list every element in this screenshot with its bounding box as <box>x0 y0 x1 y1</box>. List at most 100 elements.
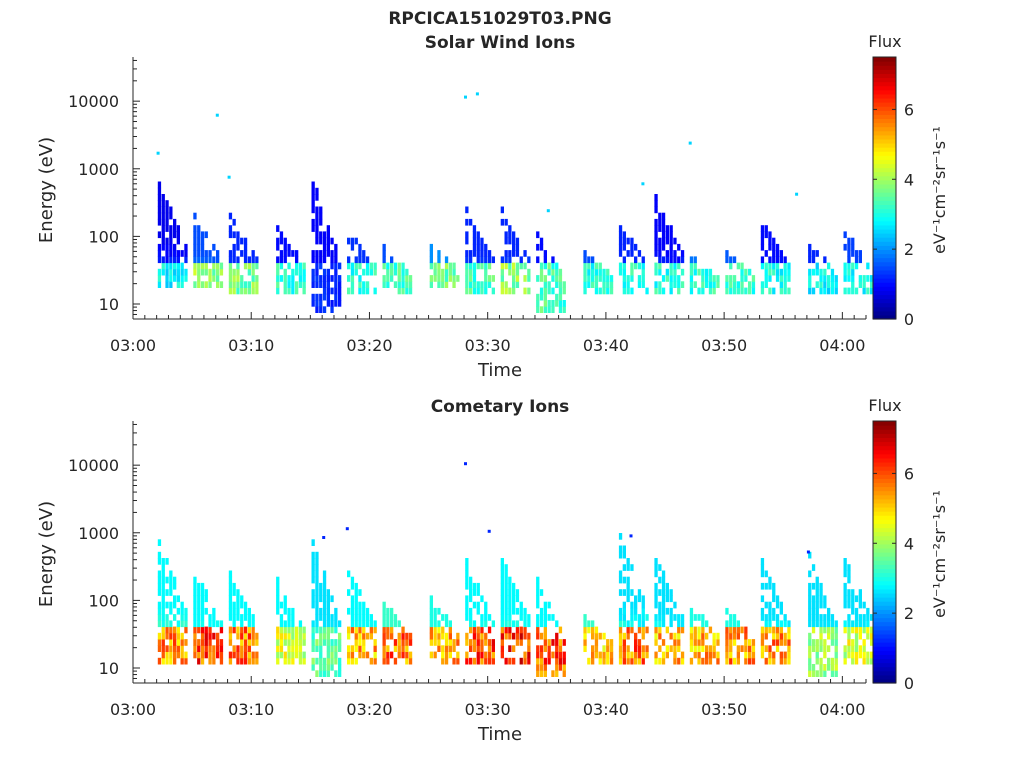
spectrogram-cell <box>386 262 390 270</box>
spectrogram-cell <box>476 262 480 270</box>
spectrogram-cell <box>693 614 697 621</box>
spectrogram-cell <box>843 620 847 628</box>
spectrogram-cell <box>465 256 469 264</box>
spectrogram-cell <box>808 281 812 288</box>
spectrogram-cell <box>725 287 729 295</box>
spectrogram-cell <box>228 256 233 264</box>
spectrogram-cell <box>448 275 452 282</box>
spectrogram-cell <box>602 268 606 276</box>
spectrogram-cell <box>382 281 386 288</box>
spectrogram-cell <box>808 250 812 257</box>
spectrogram-cell <box>626 576 630 584</box>
spectrogram-cell <box>697 639 701 646</box>
spectrogram-cell <box>736 632 740 640</box>
spectrogram-cell <box>173 218 177 226</box>
spectrogram-cell <box>437 250 441 257</box>
spectrogram-cell <box>637 250 642 257</box>
spectrogram-cell <box>764 645 768 652</box>
spectrogram-cell <box>276 262 280 270</box>
spectrogram-cell <box>808 620 812 628</box>
spectrogram-cell <box>618 651 623 659</box>
spectrogram-cell <box>465 218 469 226</box>
spectrogram-cell <box>330 287 334 295</box>
spectrogram-cell <box>862 645 866 652</box>
spectrogram-cell <box>243 250 248 257</box>
spectrogram-cell <box>200 651 205 659</box>
spectrogram-cell <box>661 256 666 264</box>
spectrogram-cell <box>322 614 327 621</box>
spectrogram-cell <box>630 243 634 251</box>
spectrogram-cell <box>157 187 162 195</box>
spectrogram-cell <box>654 225 658 232</box>
spectrogram-cell <box>843 268 847 276</box>
spectrogram-cell <box>787 645 791 652</box>
spectrogram-cell <box>441 657 445 665</box>
spectrogram-cell <box>811 582 816 590</box>
spectrogram-cell <box>165 281 169 288</box>
spectrogram-cell <box>725 250 729 257</box>
spectrogram-cell <box>539 657 544 665</box>
spectrogram-cell <box>444 657 449 665</box>
spectrogram-cell <box>315 225 319 232</box>
spectrogram-cell <box>165 589 169 596</box>
spectrogram-cell <box>338 657 342 665</box>
spectrogram-cell <box>847 626 851 634</box>
spectrogram-cell <box>433 626 437 634</box>
spectrogram-cell <box>157 212 162 220</box>
spectrogram-cell <box>247 620 251 628</box>
spectrogram-cell <box>705 657 709 665</box>
spectrogram-cell <box>508 595 512 603</box>
spectrogram-cell <box>197 275 201 282</box>
spectrogram-cell <box>539 237 544 245</box>
spectrogram-cell <box>401 639 405 646</box>
spectrogram-cell <box>251 262 255 270</box>
spectrogram-cell <box>630 250 634 257</box>
spectrogram-cell <box>527 614 531 621</box>
spectrogram-cell <box>212 645 216 652</box>
spectrogram-cell <box>157 281 162 288</box>
spectrogram-cell <box>173 651 177 659</box>
spectrogram-cell <box>760 564 765 571</box>
spectrogram-cell <box>673 268 677 276</box>
spectrogram-cell <box>562 639 566 646</box>
spectrogram-cell <box>851 262 855 270</box>
spectrogram-cell <box>405 281 409 288</box>
spectrogram-cell <box>815 657 819 665</box>
spectrogram-cell <box>276 225 280 232</box>
spectrogram-cell <box>444 281 449 288</box>
spectrogram-cell <box>512 237 516 245</box>
spectrogram-cell <box>200 256 205 264</box>
spectrogram-cell <box>854 607 859 615</box>
spectrogram-cell <box>283 607 287 615</box>
spectrogram-cell <box>311 589 315 596</box>
spectrogram-cell <box>334 287 338 295</box>
spectrogram-cell <box>622 237 626 245</box>
spectrogram-cell <box>452 645 456 652</box>
spectrogram-cell <box>255 639 259 646</box>
spectrogram-cell <box>232 589 236 596</box>
x-tick-label: 04:00 <box>819 336 865 355</box>
spectrogram-cell <box>283 632 287 640</box>
spectrogram-cell <box>291 639 295 646</box>
spectrogram-cell <box>823 595 827 603</box>
spectrogram-cell <box>654 237 658 245</box>
spectrogram-cell <box>866 262 870 270</box>
spectrogram-cell <box>484 275 488 282</box>
spectrogram-cell <box>701 657 705 665</box>
spectrogram-cell <box>382 256 386 264</box>
spectrogram-cell <box>536 614 540 621</box>
spectrogram-cell <box>504 231 508 239</box>
spectrogram-cell <box>500 632 504 640</box>
spectrogram-cell <box>441 268 445 276</box>
spectrogram-cell <box>583 275 587 282</box>
spectrogram-cell <box>830 664 835 671</box>
spectrogram-cell <box>787 275 791 282</box>
spectrogram-cell <box>276 287 280 295</box>
spectrogram-cell <box>729 262 733 270</box>
spectrogram-cell <box>311 620 315 628</box>
spectrogram-cell <box>697 651 701 659</box>
spectrogram-cell <box>330 639 334 646</box>
spectrogram-cell <box>775 601 780 609</box>
spectrogram-cell <box>500 281 504 288</box>
colorbar-step <box>873 204 896 210</box>
